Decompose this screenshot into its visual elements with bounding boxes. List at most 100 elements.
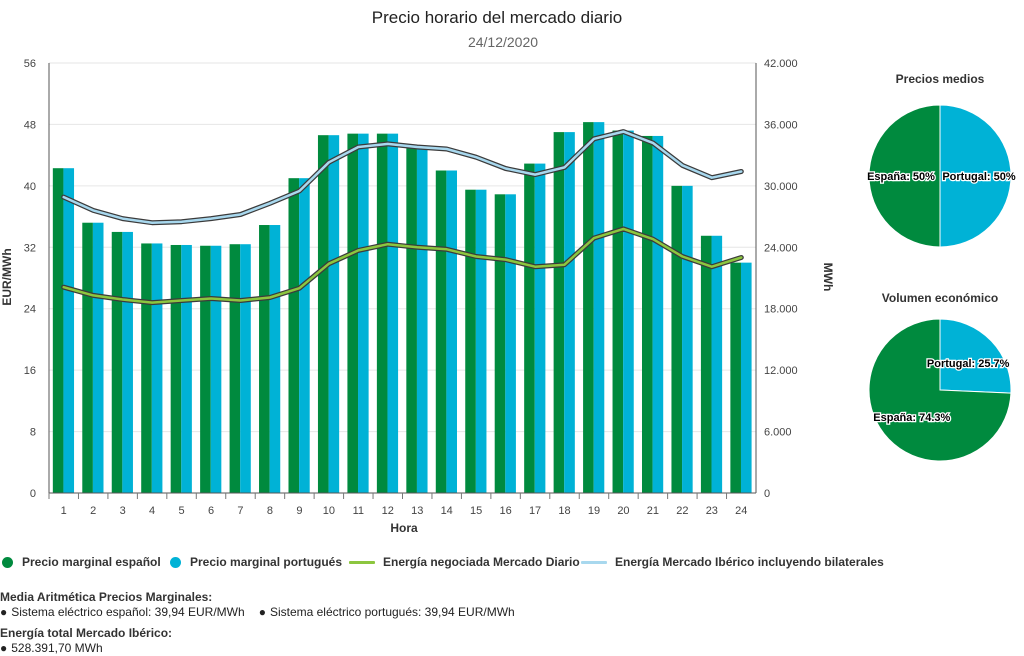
legend-label: Precio marginal portugués (190, 555, 343, 569)
energy-total-heading: Energía total Mercado Ibérico: (0, 626, 173, 640)
bar-spain-hour-10[interactable] (317, 135, 329, 493)
bar-spain-hour-13[interactable] (406, 148, 417, 493)
bar-spain-hour-7[interactable] (229, 244, 241, 493)
bar-spain-hour-12[interactable] (376, 133, 388, 493)
bar-spain-hour-6[interactable] (200, 245, 211, 493)
x-tick-label: 3 (120, 505, 126, 517)
y-right-tick-label: 12.000 (764, 365, 798, 377)
x-tick-label: 16 (499, 505, 511, 517)
bar-spain-hour-11[interactable] (347, 133, 359, 493)
bar-spain-hour-23[interactable] (700, 235, 712, 493)
bar-spain-hour-5[interactable] (170, 244, 182, 493)
y-left-tick-label: 0 (30, 488, 36, 500)
pie-volume-title: Volumen económico (882, 291, 998, 305)
bar-spain-hour-8[interactable] (259, 225, 270, 493)
bar-spain-hour-20[interactable] (612, 130, 624, 494)
bar-portugal-hour-18[interactable] (564, 132, 575, 493)
bar-spain-hour-24[interactable] (730, 262, 741, 493)
summary-stats: Media Aritmética Precios Marginales: ● Si… (0, 590, 1024, 656)
bar-spain-hour-22[interactable] (671, 185, 683, 493)
y-left-tick-label: 32 (24, 242, 36, 254)
bar-portugal-hour-23[interactable] (711, 235, 723, 493)
energy-total-row: ● 528.391,70 MWh (0, 640, 1024, 656)
bar-portugal-hour-7[interactable] (240, 244, 251, 493)
x-tick-label: 1 (61, 505, 67, 517)
pie-slice-portugal[interactable] (939, 104, 1012, 248)
x-tick-label: 5 (179, 505, 185, 517)
portugal-avg-price: Sistema eléctrico portugués: 39,94 EUR/M… (269, 605, 515, 619)
x-tick-label: 12 (382, 505, 394, 517)
y-left-tick-label: 40 (24, 181, 36, 193)
x-tick-label: 22 (676, 505, 688, 517)
bar-portugal-hour-22[interactable] (682, 185, 693, 493)
x-tick-label: 14 (441, 505, 453, 517)
energy-total-value: 528.391,70 MWh (11, 641, 103, 655)
line-energy-iberian[interactable] (62, 130, 743, 224)
x-tick-label: 17 (529, 505, 541, 517)
bar-portugal-hour-9[interactable] (299, 178, 310, 493)
bar-portugal-hour-3[interactable] (122, 231, 133, 493)
x-tick-label: 11 (353, 505, 364, 517)
x-tick-label: 23 (706, 505, 718, 517)
bar-spain-hour-16[interactable] (494, 194, 506, 493)
bar-spain-hour-9[interactable] (288, 178, 300, 493)
bar-portugal-hour-10[interactable] (328, 135, 340, 493)
pie-slice-label: España: 50% (867, 171, 935, 183)
y-right-tick-label: 6.000 (764, 427, 792, 439)
bar-portugal-hour-21[interactable] (652, 135, 664, 494)
bullet-icon: ● (258, 605, 266, 619)
x-tick-label: 4 (149, 505, 155, 517)
bars (52, 122, 752, 494)
legend-item-spain-price[interactable]: Precio marginal español (2, 555, 161, 569)
y-right-tick-label: 30.000 (764, 181, 798, 193)
bar-portugal-hour-19[interactable] (593, 122, 605, 493)
bar-portugal-hour-20[interactable] (623, 130, 634, 494)
bar-portugal-hour-14[interactable] (446, 170, 457, 494)
line-energy-daily[interactable] (62, 227, 743, 304)
legend-label: Energía negociada Mercado Diario (383, 555, 580, 569)
y-right-tick-label: 36.000 (764, 119, 798, 131)
bar-portugal-hour-12[interactable] (387, 133, 399, 493)
pie-slice-espaa[interactable] (868, 318, 1012, 462)
x-axis-title: Hora (390, 521, 418, 535)
legend-item-energy-daily[interactable]: Energía negociada Mercado Diario (349, 555, 580, 569)
bar-spain-hour-14[interactable] (435, 170, 447, 494)
y-left-tick-label: 16 (24, 365, 36, 377)
bar-spain-hour-2[interactable] (82, 222, 93, 493)
pie-slice-portugal[interactable] (939, 318, 1012, 394)
legend-item-portugal-price[interactable]: Precio marginal portugués (170, 555, 342, 569)
bar-spain-hour-19[interactable] (583, 122, 594, 493)
chart-legend: Precio marginal español Precio marginal … (0, 555, 1024, 575)
bar-portugal-hour-11[interactable] (358, 133, 369, 493)
legend-item-energy-iberian[interactable]: Energía Mercado Ibérico incluyendo bilat… (581, 555, 884, 569)
legend-label: Precio marginal español (22, 555, 161, 569)
bar-portugal-hour-24[interactable] (740, 262, 752, 493)
bar-spain-hour-21[interactable] (641, 135, 653, 494)
bar-portugal-hour-1[interactable] (63, 168, 75, 494)
bar-spain-hour-15[interactable] (465, 189, 476, 494)
x-tick-label: 9 (296, 505, 302, 517)
bar-portugal-hour-13[interactable] (416, 148, 428, 493)
x-tick-label: 6 (208, 505, 214, 517)
y-axis-right-title: MWh (821, 263, 835, 292)
bar-spain-hour-18[interactable] (553, 132, 565, 493)
y-left-tick-label: 8 (30, 427, 36, 439)
bar-portugal-hour-16[interactable] (505, 194, 516, 493)
bar-portugal-hour-6[interactable] (210, 245, 222, 493)
pie-prices-title: Precios medios (896, 72, 985, 86)
bar-portugal-hour-15[interactable] (475, 189, 487, 494)
bar-spain-hour-17[interactable] (524, 163, 535, 493)
bar-spain-hour-4[interactable] (141, 243, 152, 493)
line-shadow-energy-daily (61, 226, 744, 306)
x-tick-label: 15 (470, 505, 482, 517)
bar-portugal-hour-5[interactable] (181, 244, 192, 493)
bar-spain-hour-3[interactable] (111, 231, 123, 493)
bar-portugal-hour-2[interactable] (92, 222, 104, 493)
bar-portugal-hour-4[interactable] (151, 243, 163, 493)
pie-slice-espaa[interactable] (868, 104, 941, 248)
chart-area: Precio horario del mercado diario 24/12/… (0, 8, 1017, 535)
x-tick-label: 13 (411, 505, 423, 517)
bar-spain-hour-1[interactable] (52, 168, 64, 494)
bar-portugal-hour-17[interactable] (534, 163, 546, 493)
bar-portugal-hour-8[interactable] (269, 225, 281, 493)
